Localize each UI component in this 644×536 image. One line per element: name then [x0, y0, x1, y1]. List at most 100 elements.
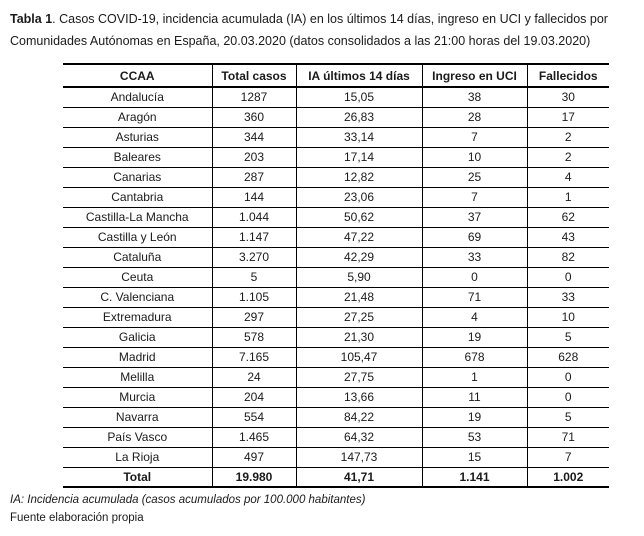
table-cell: 62	[526, 207, 609, 228]
table-cell: 3.270	[211, 247, 296, 268]
table-cell: 71	[421, 287, 527, 308]
table-cell: 203	[211, 147, 296, 168]
row-label: Cantabria	[63, 187, 212, 208]
row-label: Andalucía	[63, 87, 212, 108]
table-cell: 1	[526, 187, 609, 208]
table-cell: 554	[211, 407, 296, 428]
table-cell: 147,73	[295, 447, 422, 468]
table-cell: 10	[526, 307, 609, 328]
table-cell: 17	[526, 107, 609, 128]
table-cell: 84,22	[295, 407, 422, 428]
table-cell: 12,82	[295, 167, 422, 188]
table-row: Baleares 203 17,14 10 2	[63, 147, 609, 168]
table-row: País Vasco 1.465 64,32 53 71	[63, 427, 609, 448]
table-cell: 360	[211, 107, 296, 128]
table-cell: 53	[421, 427, 527, 448]
column-header: Ingreso en UCI	[421, 64, 527, 88]
table-cell: 38	[421, 87, 527, 108]
table-cell: 1.002	[526, 467, 609, 488]
row-label: Aragón	[63, 107, 212, 128]
header-row: CCAA Total casos IA últimos 14 días Ingreso…	[63, 64, 609, 88]
row-label: Melilla	[63, 367, 212, 388]
row-label: Baleares	[63, 147, 212, 168]
row-label: Navarra	[63, 407, 212, 428]
table-cell: 1	[421, 367, 527, 388]
table-cell: 0	[421, 267, 527, 288]
row-label: Extremadura	[63, 307, 212, 328]
ia-definition-note: IA: Incidencia acumulada (casos acumulad…	[10, 494, 366, 506]
table-cell: 1.105	[211, 287, 296, 308]
table-cell: 678	[421, 347, 527, 368]
table-cell: 21,48	[295, 287, 422, 308]
table-row: Extremadura 297 27,25 4 10	[63, 307, 609, 328]
table-cell: 23,06	[295, 187, 422, 208]
table-body: Andalucía 1287 15,05 38 30 Aragón 360 26,83 28 17…	[63, 87, 609, 488]
table-cell: 5	[526, 407, 609, 428]
row-label: Ceuta	[63, 267, 212, 288]
source-note: Fuente elaboración propia	[10, 511, 144, 524]
table-caption: Tabla 1. Casos COVID-19, incidencia acum…	[10, 9, 644, 52]
table-cell: 19	[421, 327, 527, 348]
table-cell: 105,47	[295, 347, 422, 368]
row-label: Galicia	[63, 327, 212, 348]
table-cell: 82	[526, 247, 609, 268]
table-caption-line2: Comunidades Autónomas en España, 20.03.2…	[10, 33, 591, 48]
table-cell: 27,25	[295, 307, 422, 328]
table-cell: 1287	[211, 87, 296, 108]
table-cell: 297	[211, 307, 296, 328]
table-row: Canarias 287 12,82 25 4	[63, 167, 609, 188]
table-cell: 5,90	[295, 267, 422, 288]
footnotes: IA: Incidencia acumulada (casos acumulad…	[10, 492, 644, 527]
table-cell: 19.980	[211, 467, 296, 488]
table-caption-line1: Tabla 1. Casos COVID-19, incidencia acum…	[10, 9, 644, 31]
table-cell: 43	[526, 227, 609, 248]
table-row: Melilla 24 27,75 1 0	[63, 367, 609, 388]
table-cell: 11	[421, 387, 527, 408]
table-cell: 17,14	[295, 147, 422, 168]
table-row: C. Valenciana 1.105 21,48 71 33	[63, 287, 609, 308]
table-cell: 19	[421, 407, 527, 428]
table-row: Cantabria 144 23,06 7 1	[63, 187, 609, 208]
table-cell: 69	[421, 227, 527, 248]
table-caption-label: Tabla 1	[10, 12, 53, 26]
table-row: Andalucía 1287 15,05 38 30	[63, 87, 609, 108]
row-label: Murcia	[63, 387, 212, 408]
row-label: Madrid	[63, 347, 212, 368]
row-label: Asturias	[63, 127, 212, 148]
table-cell: 33	[421, 247, 527, 268]
table-cell: 1.465	[211, 427, 296, 448]
table-row: Aragón 360 26,83 28 17	[63, 107, 609, 128]
row-label: Castilla y León	[63, 227, 212, 248]
table-cell: 5	[211, 267, 296, 288]
table-cell: 64,32	[295, 427, 422, 448]
table-cell: 2	[526, 127, 609, 148]
table-row: Murcia 204 13,66 11 0	[63, 387, 609, 408]
table-row: Cataluña 3.270 42,29 33 82	[63, 247, 609, 268]
total-row: Total 19.980 41,71 1.141 1.002	[63, 467, 609, 488]
table-row: Castilla y León 1.147 47,22 69 43	[63, 227, 609, 248]
table-cell: 628	[526, 347, 609, 368]
table-cell: 13,66	[295, 387, 422, 408]
table-cell: 7	[421, 127, 527, 148]
table-cell: 1.141	[421, 467, 527, 488]
row-label: La Rioja	[63, 447, 212, 468]
table-cell: 1.147	[211, 227, 296, 248]
table-row: Asturias 344 33,14 7 2	[63, 127, 609, 148]
table-cell: 497	[211, 447, 296, 468]
column-header: CCAA	[63, 64, 212, 88]
table-cell: 344	[211, 127, 296, 148]
table-row: Castilla-La Mancha 1.044 50,62 37 62	[63, 207, 609, 228]
table-cell: 204	[211, 387, 296, 408]
document-page: Tabla 1. Casos COVID-19, incidencia acum…	[0, 9, 644, 536]
table-cell: 0	[526, 267, 609, 288]
table-cell: 26,83	[295, 107, 422, 128]
table-row: La Rioja 497 147,73 15 7	[63, 447, 609, 468]
table-cell: 37	[421, 207, 527, 228]
table-cell: 15	[421, 447, 527, 468]
table-row: Ceuta 5 5,90 0 0	[63, 267, 609, 288]
row-label: País Vasco	[63, 427, 212, 448]
column-header: Total casos	[211, 64, 296, 88]
column-header: Fallecidos	[526, 64, 609, 88]
table-cell: 7	[421, 187, 527, 208]
table-cell: 33,14	[295, 127, 422, 148]
